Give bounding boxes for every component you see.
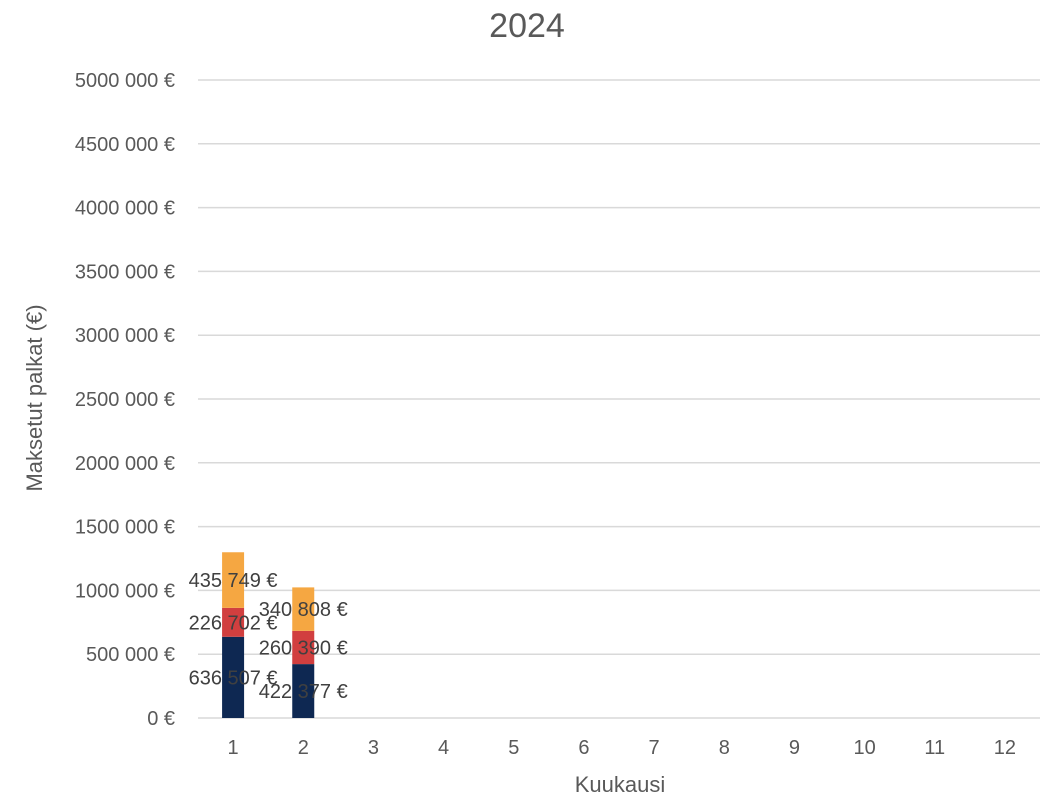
x-axis-ticks: 1 2 3 4 5 6 7 8 9 10 11 12 [228,737,1017,759]
data-labels: 636 507 € 226 702 € 435 749 € 422 377 € 260 … [189,570,348,703]
y-tick-label: 500 000 € [86,644,175,666]
x-tick-label: 2 [298,737,309,759]
bar-segment [292,630,315,665]
x-axis-label: Kuukausi [575,772,666,797]
data-label: 340 808 € [259,599,348,621]
y-tick-label: 2000 000 € [75,453,175,475]
chart-title: 2024 [489,7,565,45]
bar-segment [222,607,245,637]
bars [222,552,315,718]
y-tick-label: 4000 000 € [75,198,175,220]
y-axis-ticks: 0 € 500 000 € 1000 000 € 1500 000 € 2000 000… [75,70,175,730]
bar-segment [222,552,245,608]
y-tick-label: 3500 000 € [75,261,175,283]
data-label: 260 390 € [259,637,348,659]
gridlines [198,79,1040,719]
y-tick-label: 3000 000 € [75,325,175,347]
x-tick-label: 1 [228,737,239,759]
data-label: 636 507 € [189,667,278,689]
x-tick-label: 3 [368,737,379,759]
x-tick-label: 6 [578,737,589,759]
y-axis-label: Maksetut palkat (€) [22,304,47,491]
x-tick-label: 4 [438,737,449,759]
bar-segment [222,636,245,718]
y-tick-label: 5000 000 € [75,70,175,92]
x-tick-label: 5 [508,737,519,759]
x-tick-label: 9 [789,737,800,759]
data-label: 435 749 € [189,570,278,592]
x-tick-label: 7 [649,737,660,759]
y-tick-label: 0 € [147,708,175,730]
data-label: 422 377 € [259,681,348,703]
y-tick-label: 4500 000 € [75,134,175,156]
y-tick-label: 1000 000 € [75,580,175,602]
y-tick-label: 2500 000 € [75,389,175,411]
x-tick-label: 11 [924,737,945,759]
x-tick-label: 12 [994,737,1016,759]
data-label: 226 702 € [189,612,278,634]
bar-segment [292,664,315,718]
x-tick-label: 10 [853,737,875,759]
x-tick-label: 8 [719,737,730,759]
y-tick-label: 1500 000 € [75,517,175,539]
bar-segment [292,587,315,631]
